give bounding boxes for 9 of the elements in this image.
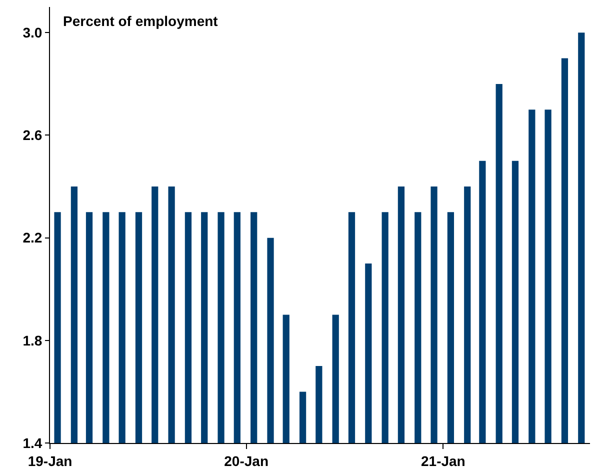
x-tick-label: 19-Jan	[28, 452, 72, 469]
y-tick-label: 3.0	[22, 24, 42, 41]
x-tick-label: 21-Jan	[420, 452, 466, 469]
y-tick-label: 1.8	[22, 332, 42, 348]
y-tick-label: 2.6	[22, 127, 42, 144]
y-tick-label: 2.2	[22, 230, 42, 246]
y-tick-label: 1.4	[22, 434, 42, 451]
y-axis-title: Percent of employment	[63, 13, 218, 29]
x-tick-label: 20-Jan	[224, 452, 268, 469]
